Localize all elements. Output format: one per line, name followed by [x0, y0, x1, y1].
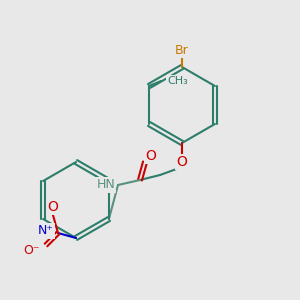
- Text: Br: Br: [175, 44, 189, 56]
- Text: N⁺: N⁺: [38, 224, 54, 238]
- Text: O⁻: O⁻: [23, 244, 40, 257]
- Text: CH₃: CH₃: [167, 76, 188, 86]
- Text: O: O: [48, 200, 58, 214]
- Text: HN: HN: [96, 178, 115, 191]
- Text: O: O: [146, 149, 156, 163]
- Text: O: O: [177, 155, 188, 169]
